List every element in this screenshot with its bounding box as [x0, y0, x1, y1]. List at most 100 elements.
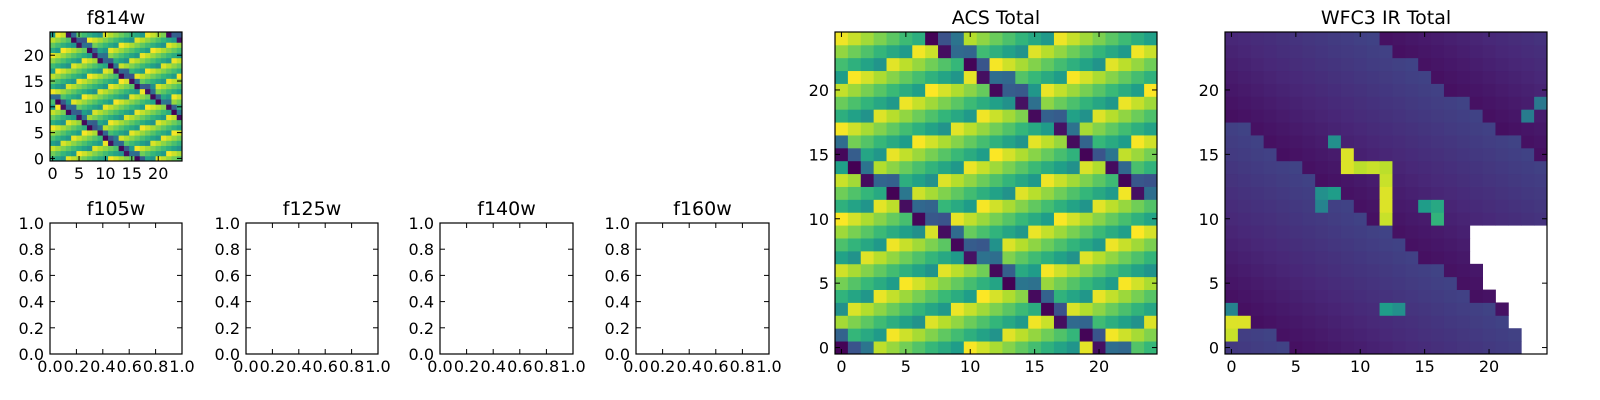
heatmap-cell — [65, 88, 72, 95]
heatmap-cell — [1105, 341, 1119, 355]
heatmap-cell — [1431, 238, 1445, 252]
heatmap-cell — [1263, 341, 1277, 355]
heatmap-cell — [97, 42, 104, 48]
heatmap-cell — [150, 114, 156, 121]
heatmap-cell — [1015, 32, 1029, 46]
heatmap-cell — [963, 70, 978, 84]
heatmap-cell — [847, 225, 862, 239]
heatmap-cell — [129, 57, 135, 64]
heatmap-cell — [1225, 109, 1239, 123]
heatmap-cell — [1443, 186, 1458, 200]
heatmap-cell — [1066, 302, 1081, 316]
heatmap-cell — [1028, 186, 1042, 200]
heatmap-cell — [873, 276, 887, 290]
heatmap-cell — [50, 37, 56, 43]
axes-frame — [1224, 31, 1548, 355]
panel-1: 0.0 0.2 0.4 0.6 0.8 1.00.00.20.40.60.81.0f105… — [19, 198, 195, 376]
heatmap-cell — [1418, 238, 1432, 252]
heatmap-cell — [873, 302, 887, 316]
heatmap-cell — [108, 78, 114, 84]
heatmap-cell — [1392, 328, 1406, 342]
heatmap-cell — [1118, 225, 1132, 239]
heatmap-cell — [1456, 44, 1471, 59]
heatmap-cell — [938, 83, 952, 97]
heatmap-cell — [963, 173, 978, 187]
heatmap-cell — [134, 150, 141, 157]
panel-4: 0.0 0.2 0.4 0.6 0.8 1.00.00.20.40.60.81.0f160… — [605, 198, 782, 376]
heatmap-cell — [1237, 96, 1252, 110]
heatmap-cell — [1066, 225, 1081, 239]
heatmap-cell — [160, 47, 167, 54]
heatmap-cell — [1508, 70, 1522, 84]
heatmap-cell — [65, 145, 72, 152]
heatmap-cell — [176, 83, 183, 90]
heatmap-cell — [873, 341, 887, 355]
heatmap-cell — [1066, 238, 1081, 252]
heatmap-cell — [1328, 238, 1342, 252]
x-tick-label: 0.4 — [676, 357, 701, 376]
heatmap-cell — [50, 88, 56, 95]
heatmap-cell — [1443, 96, 1458, 110]
heatmap-cell — [938, 238, 952, 252]
heatmap-cell — [1225, 83, 1239, 97]
heatmap-cell — [912, 122, 926, 136]
heatmap-cell — [976, 160, 990, 175]
heatmap-cell — [60, 62, 67, 69]
heatmap-cell — [134, 135, 141, 141]
heatmap-cell — [835, 186, 849, 200]
heatmap-cell — [860, 199, 875, 213]
heatmap-cell — [1015, 83, 1029, 97]
heatmap-cell — [1263, 250, 1277, 265]
heatmap-cell — [1118, 328, 1132, 342]
heatmap-cell — [1340, 135, 1355, 149]
heatmap-cell — [1405, 32, 1419, 46]
heatmap-cell — [1002, 250, 1016, 265]
heatmap-cell — [1392, 109, 1406, 123]
heatmap-cell — [1431, 328, 1445, 342]
heatmap-cell — [1482, 289, 1496, 303]
heatmap-cell — [860, 135, 875, 149]
heatmap-cell — [155, 88, 162, 95]
heatmap-cell — [1456, 276, 1471, 290]
heatmap-cell — [1302, 160, 1316, 175]
heatmap-cell — [1053, 135, 1068, 149]
heatmap-cell — [1495, 341, 1509, 355]
heatmap-cell — [1250, 328, 1265, 342]
heatmap-cell — [1456, 238, 1471, 252]
heatmap-cell — [1379, 315, 1393, 329]
heatmap-cell — [1302, 173, 1316, 187]
heatmap-cell — [108, 155, 114, 162]
heatmap-cell — [1353, 341, 1368, 355]
heatmap-cell — [160, 124, 167, 131]
heatmap-cell — [835, 328, 849, 342]
heatmap-cell — [1366, 263, 1380, 278]
heatmap-cell — [1250, 122, 1265, 136]
heatmap-cell — [92, 124, 98, 131]
heatmap-cell — [129, 130, 135, 136]
heatmap-cell — [1263, 328, 1277, 342]
heatmap-cell — [1366, 44, 1380, 59]
heatmap-cell — [1002, 147, 1016, 162]
heatmap-cell — [1379, 289, 1393, 303]
heatmap-cell — [1276, 122, 1290, 136]
heatmap-cell — [92, 47, 98, 54]
heatmap-cell — [873, 250, 887, 265]
heatmap-cell — [1431, 135, 1445, 149]
heatmap-cell — [55, 52, 61, 59]
heatmap-cell — [1302, 44, 1316, 59]
heatmap-cell — [1225, 186, 1239, 200]
heatmap-cell — [129, 109, 135, 115]
heatmap-cell — [1353, 70, 1368, 84]
heatmap-cell — [155, 135, 162, 141]
heatmap-cell — [1105, 173, 1119, 187]
heatmap-cell — [145, 62, 151, 69]
heatmap-cell — [1015, 315, 1029, 329]
heatmap-cell — [989, 32, 1003, 46]
heatmap-cell — [102, 83, 109, 90]
heatmap-cell — [873, 173, 887, 187]
heatmap-cell — [1508, 122, 1522, 136]
heatmap-cell — [1431, 44, 1445, 59]
heatmap-cell — [1495, 315, 1509, 329]
heatmap-cell — [1302, 250, 1316, 265]
heatmap-cell — [1225, 160, 1239, 175]
